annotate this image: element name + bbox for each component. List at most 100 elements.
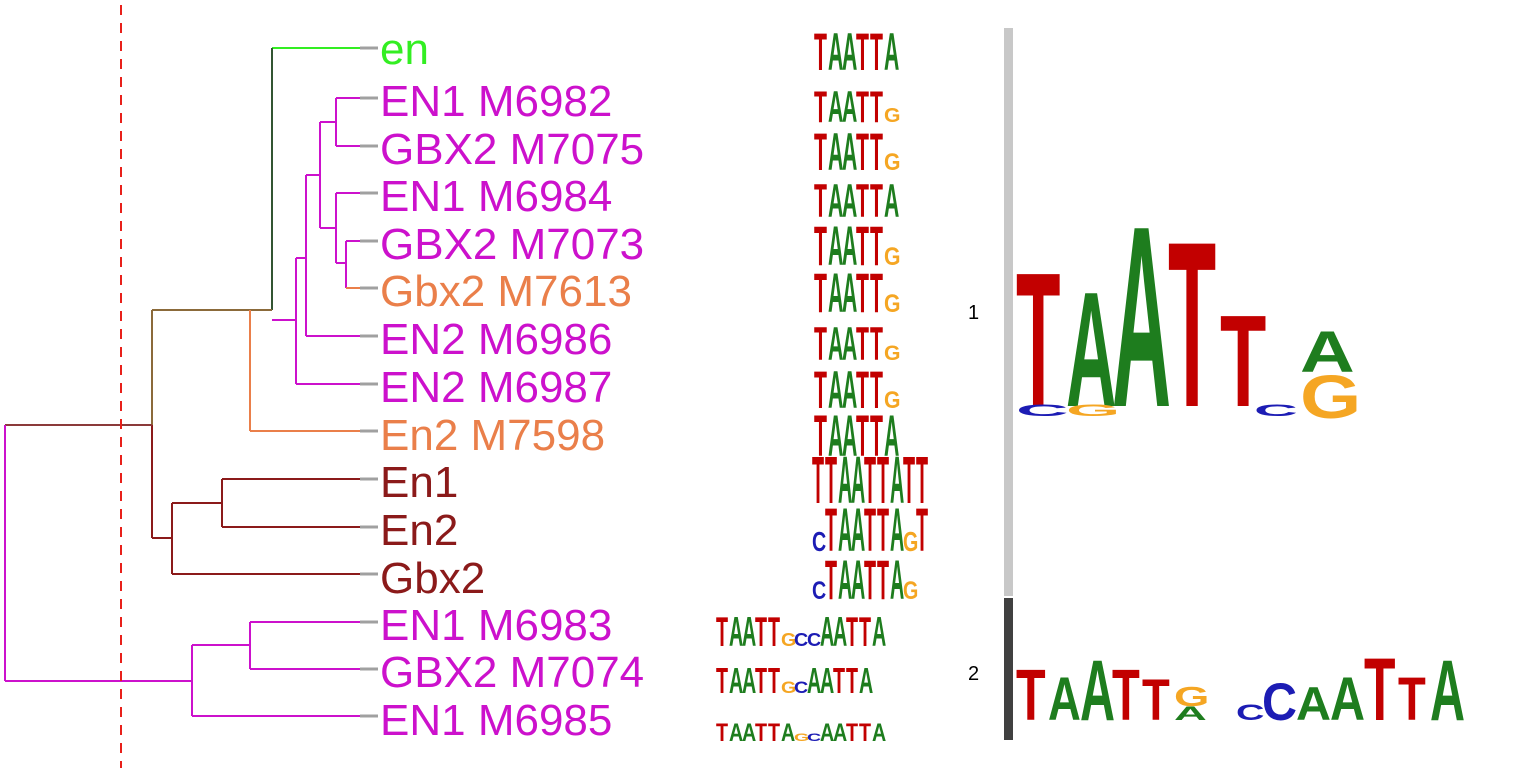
leaf-label: En1 — [380, 458, 458, 507]
logo-letter: A — [842, 215, 857, 277]
logo-letter: T — [856, 174, 869, 227]
motif-logo: T AAT T A — [814, 174, 899, 227]
logo-letter: T — [814, 215, 827, 277]
logo-letter: T — [814, 262, 827, 324]
logo-letter: T — [870, 317, 883, 370]
consensus-letter: T — [1168, 194, 1216, 457]
logo-letter: G — [884, 387, 901, 413]
logo-letter: A — [729, 609, 743, 655]
leaf-label: GBX2 M7075 — [380, 125, 644, 174]
logo-letter: A — [842, 317, 857, 370]
motif-logo: T AAT T G — [814, 215, 900, 277]
logo-letter: T — [870, 123, 883, 182]
logo-letter: A — [890, 548, 904, 611]
logo-letter: A — [884, 174, 899, 227]
logo-letter: T — [846, 609, 858, 655]
logo-letter: T — [833, 662, 845, 702]
motif-logo: T AAT T G — [814, 317, 901, 370]
logo-letter: A — [742, 719, 756, 747]
logo-letter: T — [814, 174, 827, 227]
logo-letter: A — [828, 404, 843, 469]
logo-letter: A — [851, 445, 865, 518]
motif-logo: T AAT T A — [814, 404, 899, 469]
logo-letter: C — [807, 630, 821, 650]
logo-letter: A — [807, 662, 821, 702]
logo-letter: G — [884, 342, 901, 365]
logo-letter: T — [814, 23, 827, 82]
logo-letter: A — [838, 496, 852, 565]
consensus-letter: A — [1296, 679, 1331, 731]
motif-logo: CT AAT T AGT — [812, 496, 928, 565]
leaf-label: en — [380, 25, 429, 74]
consensus-letter: A — [1300, 320, 1355, 385]
cluster-bar-1 — [1004, 28, 1013, 596]
logo-letter: A — [851, 548, 865, 611]
logo-letter: T — [877, 548, 889, 611]
logo-letter: T — [916, 445, 928, 518]
logo-letter: A — [884, 23, 899, 82]
consensus-letter: G — [1174, 681, 1209, 712]
logo-letter: T — [768, 609, 780, 655]
motif-logo: T AAT T G — [814, 361, 901, 420]
logo-letter: T — [825, 548, 837, 611]
logo-letter: A — [851, 496, 865, 565]
logo-letter: T — [814, 404, 827, 469]
logo-letter: A — [842, 262, 857, 324]
logo-letter: T — [856, 262, 869, 324]
logo-letter: A — [884, 404, 899, 469]
logo-letter: A — [828, 23, 843, 82]
logo-letter: T — [846, 662, 858, 702]
logo-letter: C — [812, 577, 826, 605]
logo-letter: T — [825, 496, 837, 565]
logo-letter: G — [903, 527, 918, 558]
consensus-letter: A — [1080, 642, 1115, 738]
logo-letter: T — [916, 496, 928, 565]
logo-letter: T — [716, 719, 728, 747]
logo-letter: T — [856, 82, 869, 132]
logo-letter: C — [794, 679, 808, 697]
logo-letter: T — [716, 662, 728, 702]
logo-letter: A — [781, 719, 795, 747]
logo-letter: T — [856, 361, 869, 420]
logo-letter: T — [755, 719, 767, 747]
cluster-bar-2 — [1004, 598, 1013, 740]
consensus-letter: C — [1254, 401, 1298, 419]
cluster-number-2: 2 — [968, 663, 979, 685]
logo-letter: T — [716, 609, 728, 655]
motif-logo: T AAT T G — [814, 82, 900, 132]
logo-letter: A — [742, 662, 756, 702]
dendrogram — [4, 46, 378, 718]
logo-letter: A — [828, 317, 843, 370]
logo-letter: T — [856, 23, 869, 82]
consensus-letter: C — [1016, 401, 1069, 420]
logo-letter: A — [833, 609, 847, 655]
logo-letter: T — [870, 262, 883, 324]
motif-logos: T AAT T AT AAT T GT AAT T GT AAT T AT AAT T GT AAT T GT AAT… — [716, 23, 928, 747]
logo-letter: T — [877, 445, 889, 518]
logo-letter: T — [864, 548, 876, 611]
logo-letter: T — [864, 496, 876, 565]
logo-letter: T — [755, 609, 767, 655]
logo-letter: A — [820, 609, 834, 655]
logo-letter: A — [872, 719, 886, 747]
logo-letter: A — [859, 662, 873, 702]
logo-letter: A — [872, 609, 886, 655]
leaf-label: EN2 M6987 — [380, 363, 612, 412]
motif-logo: T T AAT T AT T — [812, 445, 928, 518]
logo-letter: G — [781, 679, 796, 697]
consensus-letter: T — [1142, 669, 1170, 734]
logo-letter: T — [870, 23, 883, 82]
logo-letter: T — [856, 404, 869, 469]
cluster-number-1: 1 — [968, 302, 979, 324]
logo-letter: T — [870, 361, 883, 420]
logo-letter: T — [846, 719, 858, 747]
leaf-label: GBX2 M7074 — [380, 648, 644, 697]
leaf-label: EN1 M6984 — [380, 172, 612, 221]
consensus-letter: T — [1398, 666, 1426, 734]
consensus-letter: A — [1112, 173, 1171, 462]
consensus-letter: A — [1430, 642, 1465, 738]
logo-letter: T — [864, 445, 876, 518]
leaf-label: Gbx2 M7613 — [380, 267, 632, 316]
